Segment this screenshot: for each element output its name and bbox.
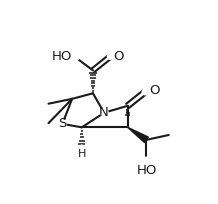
- Text: HO: HO: [136, 164, 157, 177]
- Circle shape: [69, 51, 80, 62]
- Circle shape: [99, 108, 109, 118]
- Text: S: S: [58, 117, 66, 130]
- Circle shape: [58, 119, 67, 129]
- Text: N: N: [99, 106, 109, 119]
- Circle shape: [107, 53, 114, 60]
- Polygon shape: [128, 127, 148, 143]
- Text: O: O: [113, 50, 124, 63]
- Circle shape: [79, 144, 85, 151]
- Circle shape: [141, 156, 152, 168]
- Text: HO: HO: [52, 50, 73, 63]
- Text: O: O: [149, 84, 160, 97]
- Text: H: H: [78, 149, 86, 159]
- Circle shape: [141, 88, 149, 95]
